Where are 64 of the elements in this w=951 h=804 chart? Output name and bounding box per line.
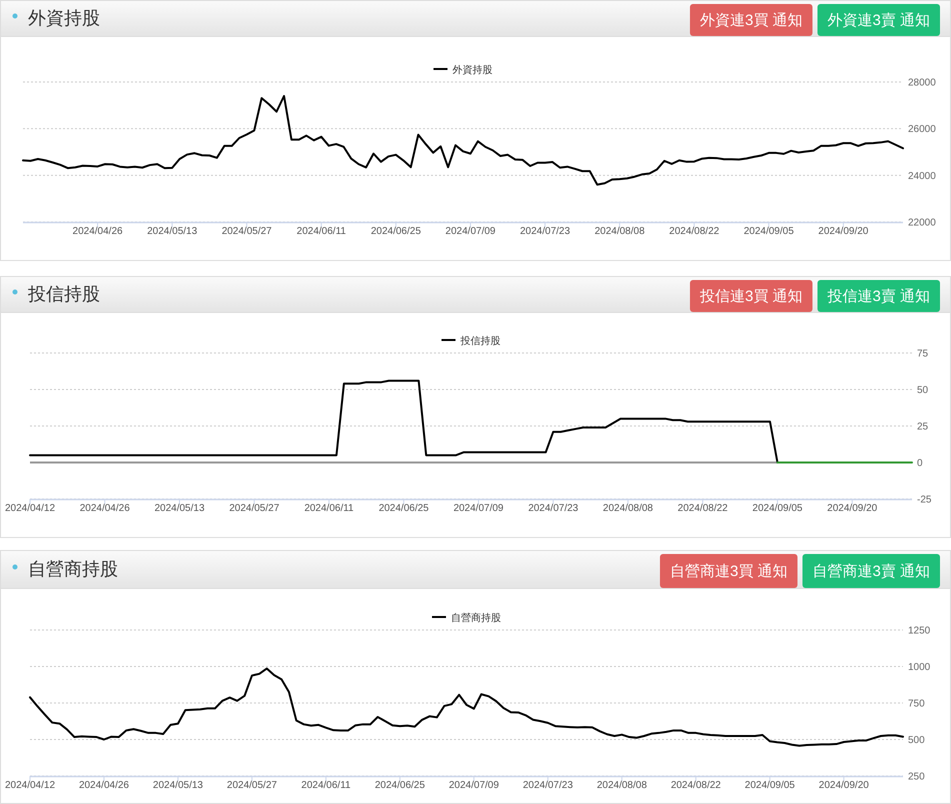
y-tick-label: 750 <box>908 698 926 710</box>
x-tick-label: 2024/05/13 <box>147 226 198 237</box>
x-tick-label: 2024/07/23 <box>520 226 570 237</box>
x-tick-label: 2024/08/22 <box>670 780 722 791</box>
y-tick-label: 1250 <box>908 626 931 636</box>
y-tick-label: 50 <box>917 385 929 396</box>
y-tick-label: 22000 <box>908 218 936 228</box>
x-tick-label: 2024/08/08 <box>602 503 654 514</box>
y-tick-label: 28000 <box>908 78 936 88</box>
x-tick-label: 2024/04/26 <box>80 503 130 514</box>
x-tick-label: 2024/04/26 <box>72 226 124 237</box>
legend-label: 外資持股 <box>452 64 492 76</box>
y-tick-label: 0 <box>917 458 923 469</box>
x-tick-label: 2024/07/09 <box>453 503 504 514</box>
x-tick-label: 2024/05/27 <box>222 226 272 237</box>
legend-label: 投信持股 <box>460 335 500 347</box>
x-tick-label: 2024/09/05 <box>744 226 794 237</box>
x-tick-label: 2024/06/25 <box>370 226 422 237</box>
line-series <box>29 668 904 747</box>
x-tick-label: 2024/07/23 <box>528 503 579 514</box>
x-tick-label: 2024/04/26 <box>78 780 130 791</box>
x-tick-label: 2024/09/20 <box>818 780 870 791</box>
x-tick-label: 2024/06/25 <box>374 780 426 791</box>
line-series <box>22 95 904 186</box>
x-tick-label: 2024/07/23 <box>522 780 574 791</box>
x-tick-label: 2024/07/09 <box>445 226 496 237</box>
x-tick-label: 2024/07/09 <box>448 780 500 791</box>
x-tick-label: 2024/06/11 <box>304 503 354 514</box>
text: 投信連3買 通知 <box>698 288 802 305</box>
y-tick-label: 25 <box>917 422 929 432</box>
x-tick-label: 2024/08/08 <box>594 226 646 237</box>
y-tick-label: 500 <box>908 735 926 746</box>
chart-title: 投信持股 <box>27 284 100 304</box>
x-tick-label: 2024/08/08 <box>596 780 648 791</box>
x-tick-label: 2024/05/13 <box>154 503 205 514</box>
y-tick-label: 75 <box>917 348 929 360</box>
text: 自營商連3買 通知 <box>670 563 788 580</box>
y-tick-label: 26000 <box>908 124 936 136</box>
text: 自營商連3賣 通知 <box>812 563 930 580</box>
text: 外資連3賣 通知 <box>827 12 930 29</box>
chart-title: 自營商持股 <box>28 559 118 579</box>
x-tick-label: 2024/09/20 <box>827 503 878 514</box>
legend-label: 自營商持股 <box>451 612 501 624</box>
x-tick-label: 2024/09/20 <box>818 226 869 237</box>
y-tick-label: -25 <box>917 494 932 506</box>
line-series <box>29 380 778 464</box>
x-tick-label: 2024/05/13 <box>152 780 204 791</box>
x-tick-label: 2024/06/11 <box>301 780 352 791</box>
x-tick-label: 2024/05/27 <box>229 503 280 514</box>
chart-title: 外資持股 <box>28 8 100 28</box>
text: 投信連3賣 通知 <box>826 288 930 305</box>
text: 外資連3買 通知 <box>700 12 802 29</box>
x-tick-label: 2024/09/05 <box>744 780 796 791</box>
x-tick-label: 2024/09/05 <box>752 503 803 514</box>
x-tick-label: 2024/08/22 <box>678 503 728 514</box>
x-tick-label: 2024/05/27 <box>226 780 278 791</box>
x-tick-label: 2024/04/12 <box>4 503 56 514</box>
x-tick-label: 2024/06/25 <box>378 503 430 514</box>
x-tick-label: 2024/06/11 <box>296 226 346 237</box>
x-tick-label: 2024/08/22 <box>669 226 720 237</box>
y-tick-label: 1000 <box>908 662 931 673</box>
y-tick-label: 250 <box>908 772 926 782</box>
y-tick-label: 24000 <box>908 170 936 182</box>
x-tick-label: 2024/04/12 <box>4 780 56 791</box>
